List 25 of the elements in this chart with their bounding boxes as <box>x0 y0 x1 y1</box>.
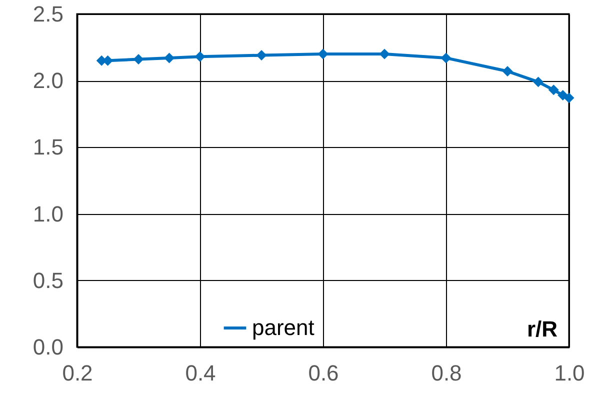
y-tick-label: 2.0 <box>32 68 64 94</box>
y-tick-label: 0.5 <box>32 268 64 293</box>
point <box>164 52 174 64</box>
x-tick-label: 0.4 <box>185 360 216 386</box>
x-axis-title: r/R <box>526 316 558 342</box>
point <box>558 90 568 100</box>
point <box>318 48 328 60</box>
y-tick-label: 0.0 <box>32 334 64 360</box>
point <box>379 48 390 60</box>
y-tick-label: 2.5 <box>32 2 64 26</box>
x-tick-label: 0.2 <box>62 360 93 386</box>
point <box>440 52 452 64</box>
legend-label: parent <box>252 315 314 340</box>
point <box>564 92 574 104</box>
x-tick-label: 1.0 <box>554 360 585 386</box>
point <box>548 84 559 96</box>
point <box>533 76 544 88</box>
x-tick-label: 0.6 <box>308 360 339 386</box>
point <box>133 54 144 65</box>
x-tick-label: 0.8 <box>431 360 462 386</box>
point <box>194 51 206 62</box>
y-tick-label: 1.0 <box>32 201 64 226</box>
point <box>256 50 267 61</box>
y-tick-label: 1.5 <box>32 134 64 160</box>
point <box>502 66 513 77</box>
